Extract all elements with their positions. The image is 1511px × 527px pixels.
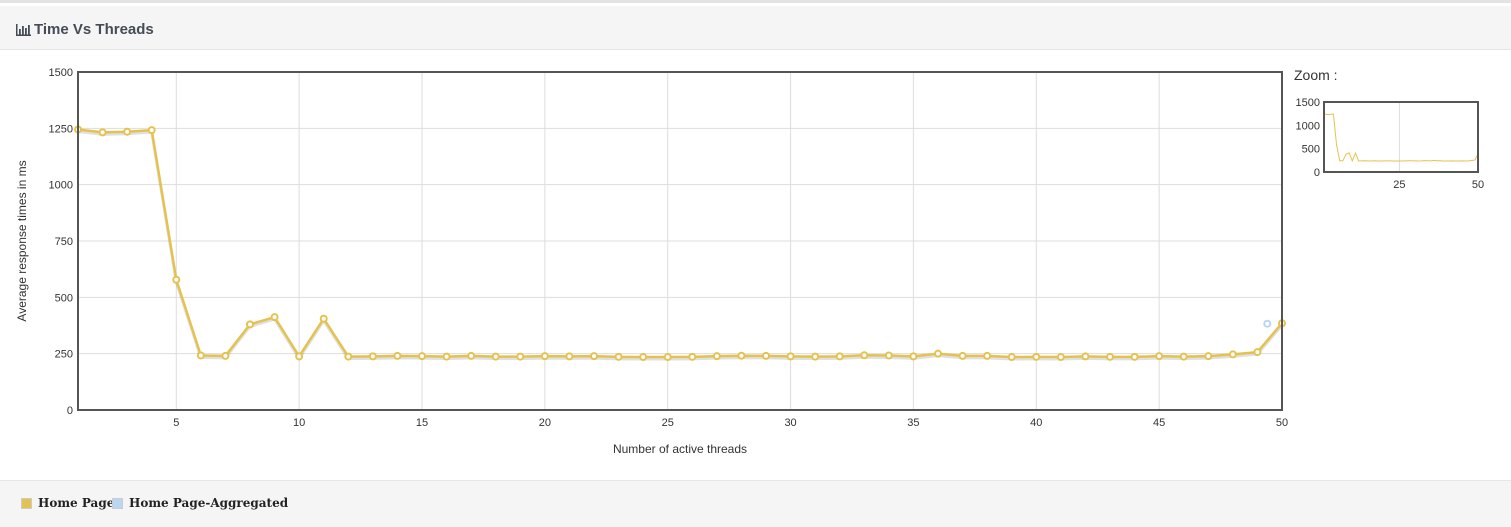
home-page-aggregated-point: [1263, 319, 1272, 328]
x-tick-label: 20: [539, 417, 551, 429]
panel-title: Time Vs Threads: [16, 21, 154, 38]
home-page-point: [688, 352, 697, 361]
home-page-point: [418, 352, 426, 361]
home-page-point: [319, 314, 328, 323]
bar-chart-icon: [16, 23, 31, 36]
home-page-point: [172, 275, 181, 284]
home-page-point: [221, 351, 230, 360]
home-page-point: [1253, 348, 1262, 357]
home-page-point: [1106, 352, 1114, 361]
zoom-x-tick-label: 50: [1472, 179, 1484, 191]
x-tick-label: 40: [1030, 417, 1042, 429]
x-tick-label: 45: [1153, 417, 1165, 429]
home-page-point: [811, 352, 820, 361]
home-page-point: [663, 353, 672, 362]
home-page-point: [639, 353, 648, 362]
zoom-y-tick-label: 0: [1314, 167, 1320, 179]
home-page-line-shadow: [77, 129, 1284, 362]
y-tick-label: 1250: [49, 123, 73, 135]
legend-item-home-page-aggregated[interactable]: Home Page-Aggregated: [112, 496, 288, 510]
home-page-point: [737, 351, 746, 360]
home-page-point: [442, 352, 451, 361]
legend-label-home-page-aggregated: Home Page-Aggregated: [129, 496, 289, 510]
home-page-point: [909, 352, 918, 361]
home-page-point: [1130, 352, 1139, 361]
x-tick-label: 15: [416, 417, 428, 429]
home-page-point: [246, 320, 254, 329]
tick-layer: 0 250 500 750 1000 1250 1500 5 10 15 20 25 30 35 40 45 5…: [49, 67, 1289, 429]
legend-label-home-page: Home Page: [38, 496, 115, 510]
zoom-x-tick-label: 25: [1393, 179, 1405, 191]
home-page-point: [393, 351, 402, 360]
home-page-point: [786, 352, 795, 361]
x-tick-label: 30: [784, 417, 796, 429]
home-page-point: [295, 352, 304, 361]
zoom-home-page-line: [1323, 113, 1479, 163]
home-page-point: [614, 352, 623, 361]
home-page-point: [147, 126, 156, 135]
x-tick-label: 5: [173, 417, 179, 429]
home-page-point: [1179, 352, 1188, 361]
y-tick-label: 750: [55, 236, 73, 248]
home-page-point: [860, 351, 869, 360]
zoom-y-tick-label: 500: [1302, 144, 1320, 156]
legend-swatch-home-page-aggregated: [112, 497, 123, 509]
zoom-y-tick-label: 1000: [1296, 120, 1320, 132]
home-page-point: [270, 313, 279, 322]
home-page-point: [565, 352, 574, 361]
home-page-point: [1007, 353, 1016, 362]
x-tick-label: 35: [907, 417, 919, 429]
home-page-point: [196, 351, 205, 360]
home-page-point: [1056, 353, 1065, 362]
x-tick-label: 10: [293, 417, 305, 429]
legend-swatch-home-page: [21, 497, 32, 509]
zoom-label: Zoom :: [1294, 67, 1338, 83]
home-page-point: [540, 352, 549, 361]
y-tick-label: 500: [55, 292, 73, 304]
home-page-point: [491, 352, 500, 361]
x-tick-label: 50: [1276, 417, 1288, 429]
home-page-point: [1155, 352, 1164, 361]
zoom-y-tick-label: 1500: [1296, 97, 1320, 109]
chart-area: 0 250 500 750 1000 1250 1500 5 10 15 20 25 30 35 40 45 5…: [0, 51, 1511, 479]
plot-frame: [77, 71, 1283, 411]
home-page-point: [958, 351, 967, 360]
legend: Home Page Home Page-Aggregated: [0, 480, 1511, 527]
home-page-point: [884, 351, 893, 360]
home-page-point: [98, 128, 107, 137]
home-page-point: [1204, 352, 1213, 361]
y-tick-label: 1500: [49, 67, 73, 79]
y-tick-label: 1000: [49, 180, 73, 192]
home-page-point: [934, 349, 942, 358]
home-page-point: [835, 352, 844, 361]
home-page-point: [516, 352, 525, 361]
home-page-point: [762, 351, 770, 360]
y-tick-label: 250: [55, 349, 73, 361]
series-layer: [74, 125, 1286, 362]
home-page-line: [77, 128, 1283, 359]
home-page-point: [712, 352, 721, 361]
home-page-point: [123, 127, 132, 136]
home-page-point: [344, 352, 353, 361]
home-page-point: [1081, 352, 1090, 361]
home-page-point: [1032, 352, 1041, 361]
panel-title-text: Time Vs Threads: [34, 21, 154, 38]
home-page-point: [590, 352, 598, 361]
home-page-point: [368, 352, 377, 361]
legend-item-home-page[interactable]: Home Page: [21, 496, 114, 510]
zoom-frame: [1323, 101, 1479, 173]
x-axis-label: Number of active threads: [613, 442, 747, 456]
x-tick-label: 25: [662, 417, 674, 429]
home-page-point: [983, 351, 992, 360]
y-tick-label: 0: [67, 405, 73, 417]
home-page-point: [1228, 350, 1237, 359]
y-axis-label: Average response times in ms: [15, 160, 29, 321]
home-page-point: [467, 351, 476, 360]
panel-heading: Time Vs Threads: [0, 6, 1511, 50]
